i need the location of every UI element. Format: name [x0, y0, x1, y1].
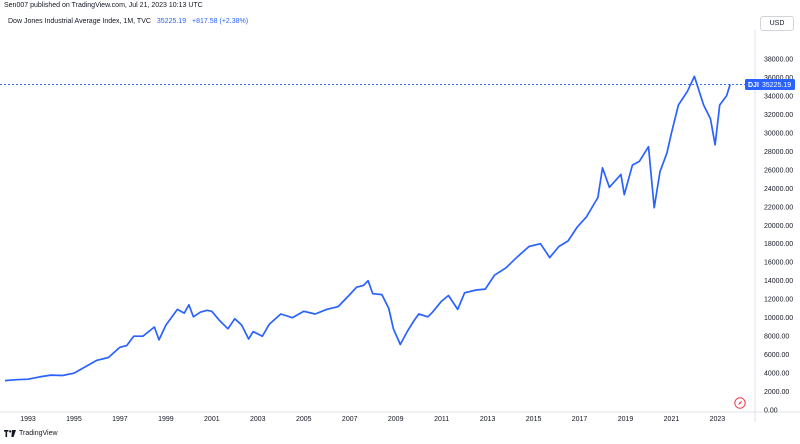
y-tick-label: 34000.00 [764, 93, 793, 100]
y-tick-label: 24000.00 [764, 186, 793, 193]
price-axis: 0.00 2000.00 4000.00 6000.00 8000.00 10000.00… [764, 56, 793, 414]
price-tag-symbol: DJI [748, 82, 759, 89]
y-tick-label: 36000.00 [764, 75, 793, 82]
y-tick-label: 32000.00 [764, 112, 793, 119]
price-tag: DJI 35225.19 [745, 78, 795, 90]
x-tick-label: 1999 [158, 416, 174, 423]
y-tick-label: 38000.00 [764, 56, 793, 63]
series-line-dji [4, 75, 731, 382]
y-tick-label: 30000.00 [764, 130, 793, 137]
y-tick-label: 12000.00 [764, 297, 793, 304]
time-axis: 1993 1995 1997 1999 2001 2003 2005 2007 2009 2011… [20, 416, 725, 423]
y-tick-label: 2000.00 [764, 389, 789, 396]
x-tick-label: 2023 [710, 416, 726, 423]
symbol-legend: Dow Jones Industrial Average Index, 1M, … [8, 18, 248, 25]
x-tick-label: 2013 [480, 416, 496, 423]
x-tick-label: 2009 [388, 416, 404, 423]
x-tick-label: 2019 [618, 416, 634, 423]
compass-icon[interactable] [734, 396, 746, 414]
y-tick-label: 8000.00 [764, 334, 789, 341]
last-price: 35225.19 [156, 18, 187, 25]
x-tick-label: 2017 [572, 416, 588, 423]
y-tick-label: 26000.00 [764, 167, 793, 174]
x-tick-label: 2021 [664, 416, 680, 423]
x-tick-label: 2011 [434, 416, 449, 423]
y-tick-label: 22000.00 [764, 204, 793, 211]
currency-button[interactable]: USD [760, 16, 794, 31]
x-tick-label: 2005 [296, 416, 312, 423]
price-tag-background [745, 78, 795, 90]
y-tick-label: 14000.00 [764, 278, 793, 285]
x-tick-label: 2001 [204, 416, 220, 423]
y-tick-label: 10000.00 [764, 315, 793, 322]
x-tick-label: 1993 [20, 416, 36, 423]
publish-info: Sen007 published on TradingView.com, Jul… [4, 2, 203, 9]
symbol-name[interactable]: Dow Jones Industrial Average Index, 1M, … [8, 18, 151, 25]
tv-logo-icon [4, 430, 16, 437]
tv-logo-text: TradingView [19, 430, 58, 437]
y-tick-label: 20000.00 [764, 223, 793, 230]
x-tick-label: 2007 [342, 416, 358, 423]
y-tick-label: 4000.00 [764, 371, 789, 378]
price-change: +817.58 (+2.38%) [192, 18, 249, 25]
y-tick-label: 28000.00 [764, 149, 793, 156]
x-tick-label: 2003 [250, 416, 266, 423]
y-tick-label: 18000.00 [764, 241, 793, 248]
y-tick-label: 16000.00 [764, 260, 793, 267]
y-tick-label: 6000.00 [764, 352, 789, 359]
price-tag-value: 35225.19 [762, 82, 791, 89]
x-tick-label: 2015 [526, 416, 542, 423]
x-tick-label: 1995 [66, 416, 82, 423]
tradingview-logo: TradingView [4, 430, 58, 437]
x-tick-label: 1997 [112, 416, 128, 423]
y-tick-label: 0.00 [764, 408, 778, 415]
